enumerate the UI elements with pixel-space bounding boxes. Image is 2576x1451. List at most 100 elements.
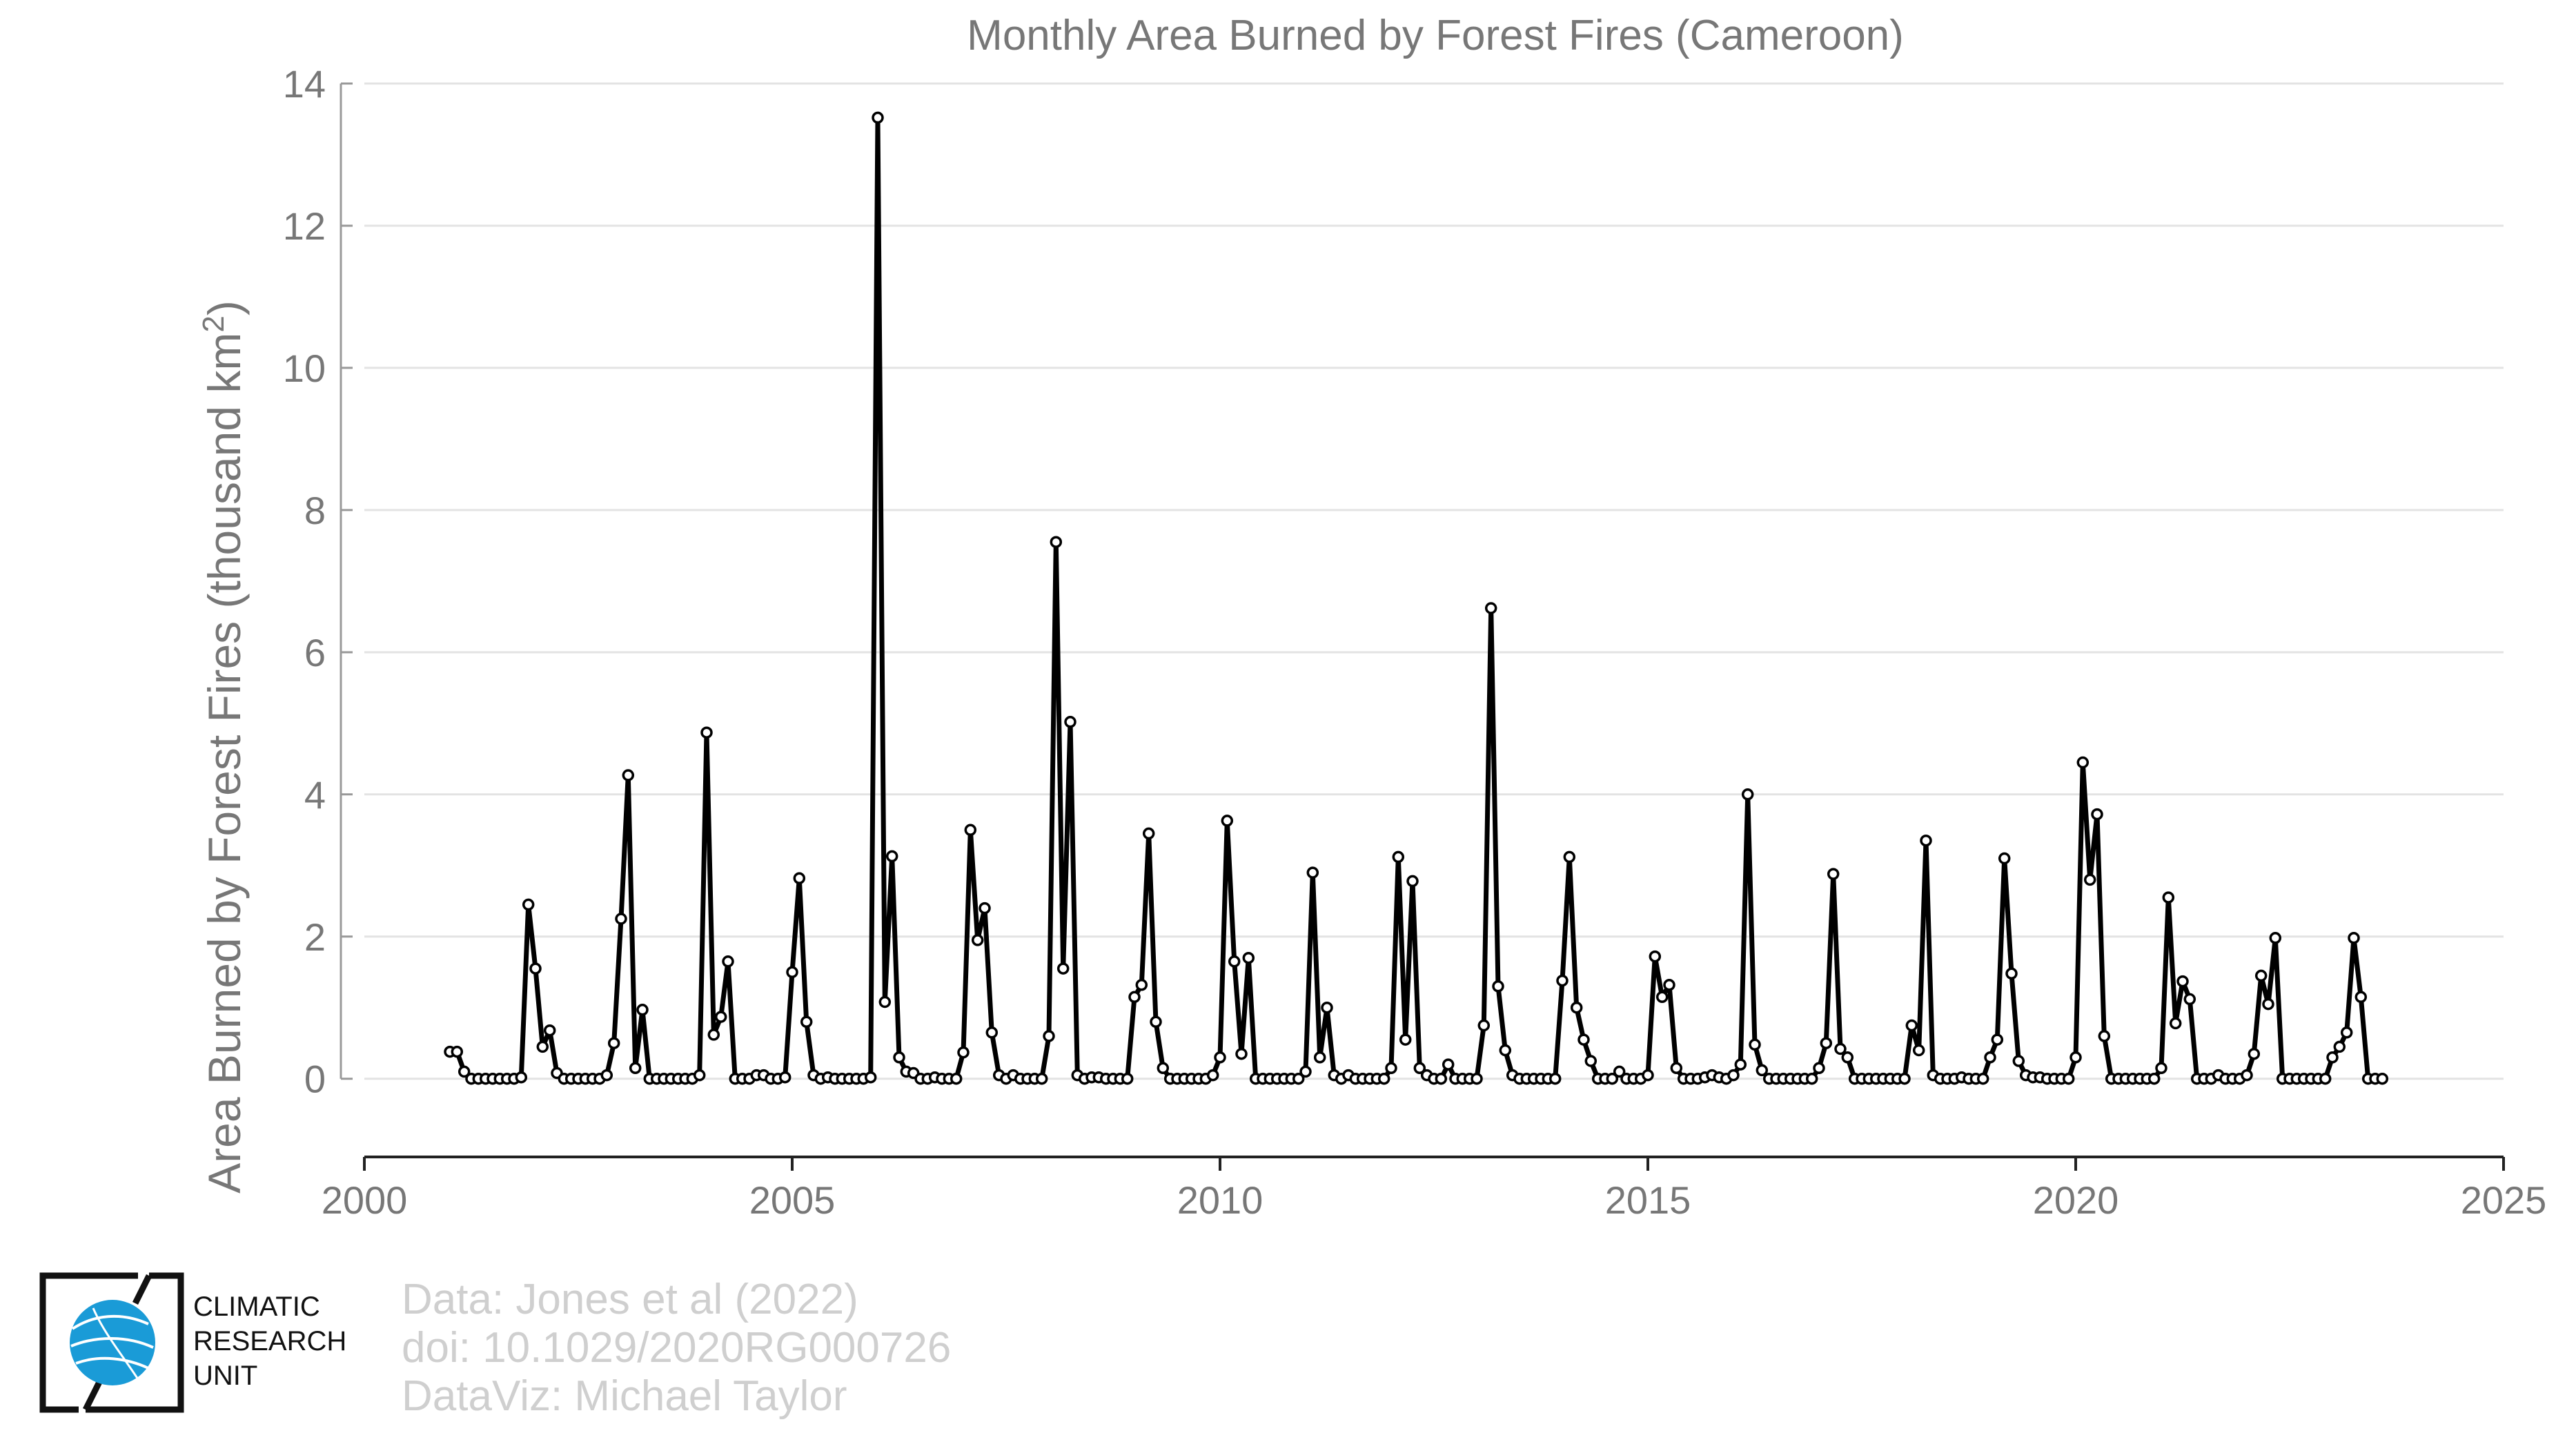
data-point <box>1442 1058 1455 1071</box>
data-point <box>964 824 977 837</box>
data-point <box>615 913 627 925</box>
data-point <box>1221 815 1234 827</box>
data-point <box>1670 1062 1683 1075</box>
data-point <box>2269 932 2282 944</box>
data-point <box>600 1069 613 1082</box>
data-point <box>1655 991 1669 1004</box>
credit-data-source: Data: Jones et al (2022) <box>402 1276 858 1323</box>
data-point <box>1064 716 1076 728</box>
data-point <box>872 111 884 124</box>
data-point <box>1235 1047 1248 1060</box>
data-point <box>2076 756 2090 769</box>
data-point <box>707 1029 720 1041</box>
data-point <box>1920 834 1932 847</box>
data-point <box>2062 1072 2075 1085</box>
data-point <box>522 898 535 911</box>
chart-title: Monthly Area Burned by Forest Fires (Cam… <box>967 12 1904 59</box>
x-axis: 2000 2005 2010 2015 2020 2025 <box>322 1156 2547 1222</box>
data-point <box>2376 1072 2389 1085</box>
data-point <box>1206 1069 1219 1082</box>
x-tick-label: 2010 <box>1177 1178 1264 1222</box>
data-point <box>2326 1051 2339 1064</box>
data-point <box>800 1015 813 1029</box>
logo-line-3: UNIT <box>193 1361 258 1391</box>
credit-dataviz: DataViz: Michael Taylor <box>402 1372 847 1420</box>
data-point <box>878 995 892 1009</box>
data-point <box>1606 1072 1619 1085</box>
credits: Data: Jones et al (2022) doi: 10.1029/20… <box>402 1276 951 1421</box>
data-point <box>529 962 542 975</box>
y-tick-label: 0 <box>304 1058 326 1101</box>
data-point <box>629 1062 642 1075</box>
data-point <box>971 934 984 946</box>
data-point <box>1912 1044 1925 1057</box>
data-point <box>893 1051 905 1064</box>
data-point <box>536 1040 549 1053</box>
data-point <box>2254 969 2268 982</box>
data-point <box>1306 866 1319 879</box>
data-point <box>2098 1030 2111 1042</box>
data-point <box>1056 962 1070 975</box>
data-point <box>786 966 798 979</box>
x-tick-label: 2005 <box>749 1178 836 1222</box>
y-tick-label: 2 <box>304 915 326 959</box>
data-point <box>1135 979 1148 991</box>
data-point <box>1471 1072 1483 1085</box>
data-point <box>1991 1033 2004 1046</box>
data-point <box>1492 980 1504 993</box>
data-point <box>2069 1051 2082 1064</box>
data-point <box>1377 1072 1390 1085</box>
data-point <box>1035 1072 1048 1085</box>
data-point <box>1477 1019 1491 1032</box>
data-point <box>1150 1015 1162 1029</box>
cru-logo-text: CLIMATIC RESEARCH UNIT <box>193 1289 346 1393</box>
data-point <box>1484 602 1497 614</box>
data-point <box>2091 808 2103 821</box>
data-point <box>2005 967 2018 980</box>
data-point <box>1613 1065 1626 1078</box>
x-tick-label: 2025 <box>2461 1178 2547 1222</box>
data-point <box>2262 997 2274 1011</box>
data-point <box>1313 1051 1326 1064</box>
data-point <box>1043 1030 1055 1042</box>
data-point <box>1292 1072 1305 1085</box>
data-point <box>700 726 713 739</box>
data-point <box>693 1069 706 1082</box>
data-point <box>1663 979 1675 991</box>
data-point <box>2348 932 2360 944</box>
data-point <box>515 1071 528 1084</box>
data-point <box>1563 850 1576 864</box>
data-point <box>1834 1042 1847 1055</box>
data-point <box>1827 868 1840 880</box>
data-point <box>2176 975 2189 988</box>
data-point <box>2083 873 2096 886</box>
data-point <box>1813 1062 1825 1075</box>
data-point <box>1756 1064 1769 1077</box>
logo-line-2: RESEARCH <box>193 1326 347 1356</box>
data-point <box>1727 1069 1740 1082</box>
data-point <box>1749 1038 1761 1051</box>
data-point <box>2319 1072 2332 1085</box>
data-point <box>2340 1026 2353 1039</box>
y-axis-label-superscript: 2 <box>197 315 230 332</box>
data-point <box>1984 1051 1996 1064</box>
data-point <box>1998 852 2011 865</box>
data-point <box>1642 1069 1654 1082</box>
gridlines <box>364 82 2504 1080</box>
y-tick-label: 14 <box>283 62 326 106</box>
data-point <box>1499 1044 1512 1057</box>
data-point <box>1121 1072 1134 1085</box>
data-point <box>1435 1072 1448 1085</box>
data-point <box>1392 850 1405 864</box>
data-point <box>2155 1062 2167 1075</box>
data-point <box>451 1045 464 1058</box>
data-point <box>1399 1033 1412 1046</box>
data-point <box>1741 788 1754 801</box>
data-point <box>722 955 734 968</box>
data-point <box>1406 875 1419 888</box>
data-point <box>458 1065 471 1078</box>
data-point <box>1548 1072 1562 1085</box>
data-point <box>1556 974 1569 987</box>
data-point <box>1805 1072 1818 1085</box>
data-point <box>864 1071 877 1084</box>
